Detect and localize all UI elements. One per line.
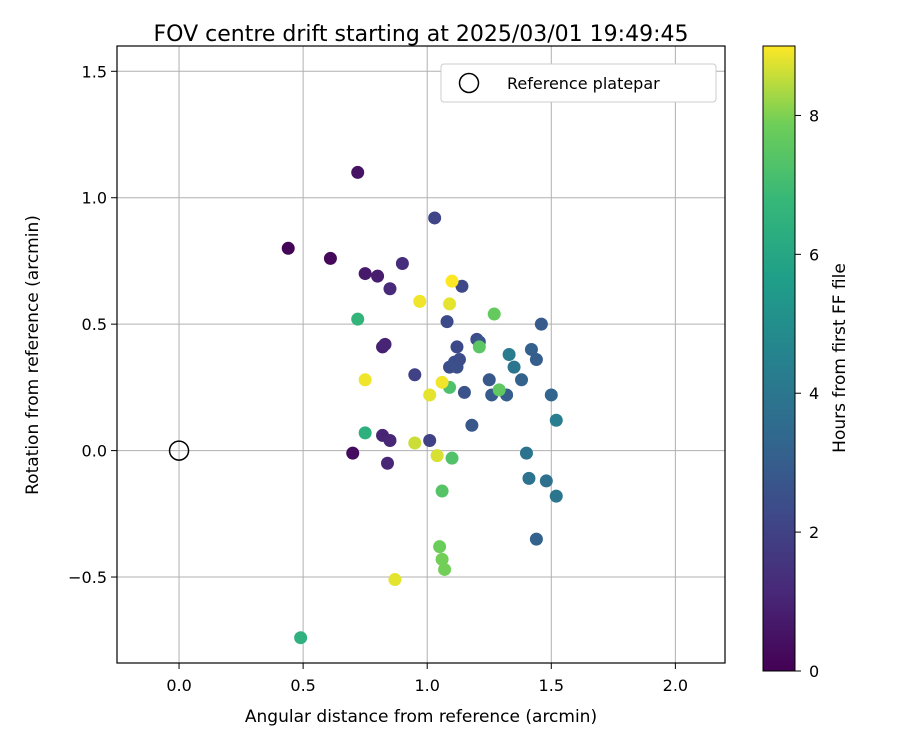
scatter-point <box>388 573 402 587</box>
scatter-point <box>544 388 558 402</box>
scatter-point <box>428 211 442 225</box>
scatter-point <box>433 540 447 554</box>
scatter-point <box>452 353 466 367</box>
scatter-point <box>440 315 454 329</box>
chart-title: FOV centre drift starting at 2025/03/01 … <box>154 22 689 47</box>
scatter-point <box>529 353 543 367</box>
scatter-point <box>430 449 444 463</box>
legend-label: Reference platepar <box>507 74 660 93</box>
colorbar-tick-label: 6 <box>809 245 819 264</box>
scatter-point <box>346 446 360 460</box>
scatter-point <box>457 385 471 399</box>
colorbar-tick-label: 2 <box>809 523 819 542</box>
scatter-point <box>515 373 529 387</box>
scatter-point <box>522 471 536 485</box>
scatter-point <box>358 373 372 387</box>
scatter-point <box>371 269 385 283</box>
scatter-point <box>534 317 548 331</box>
scatter-point <box>539 474 553 488</box>
scatter-point <box>380 456 394 470</box>
scatter-point <box>445 274 459 288</box>
colorbar-ticks: 0 2 4 6 8 <box>795 106 819 681</box>
scatter-point <box>423 433 437 447</box>
scatter-point <box>383 282 397 296</box>
scatter-point <box>455 279 469 293</box>
colorbar-tick-label: 4 <box>809 384 819 403</box>
scatter-point <box>443 297 457 311</box>
scatter-point <box>351 312 365 326</box>
scatter-point <box>358 426 372 440</box>
grid-lines <box>117 46 725 663</box>
data-points <box>281 165 563 645</box>
legend: Reference platepar <box>440 63 717 103</box>
x-axis-ticks: 0.0 0.5 1.0 1.5 2.0 <box>166 663 688 695</box>
scatter-point <box>323 251 337 265</box>
legend-reference-marker <box>458 72 480 94</box>
scatter-point <box>378 337 392 351</box>
scatter-point <box>413 294 427 308</box>
scatter-point <box>549 413 563 427</box>
legend-box <box>440 63 717 103</box>
scatter-point <box>435 375 449 389</box>
scatter-point <box>395 256 409 270</box>
colorbar-label: Hours from first FF file <box>830 263 850 453</box>
x-tick-label: 2.0 <box>663 676 688 695</box>
y-tick-label: 1.5 <box>82 62 107 81</box>
scatter-point <box>492 383 506 397</box>
colorbar: 0 2 4 6 8 Hours from first FF file <box>762 45 850 681</box>
scatter-point <box>529 532 543 546</box>
scatter-point <box>465 418 479 432</box>
scatter-point <box>445 451 459 465</box>
reference-marker <box>168 440 190 461</box>
scatter-point <box>519 446 533 460</box>
scatter-point <box>383 433 397 447</box>
scatter-point <box>438 562 452 576</box>
scatter-point <box>423 388 437 402</box>
scatter-point <box>435 484 449 498</box>
plot-frame <box>116 45 726 664</box>
colorbar-gradient <box>762 45 796 672</box>
scatter-point <box>487 307 501 321</box>
x-tick-label: 1.5 <box>539 676 564 695</box>
x-axis-label: Angular distance from reference (arcmin) <box>245 707 597 727</box>
scatter-point <box>549 489 563 503</box>
scatter-point <box>408 436 422 450</box>
scatter-point <box>281 241 295 255</box>
y-tick-label: 0.0 <box>82 442 107 461</box>
scatter-point <box>294 631 308 645</box>
scatter-point <box>502 348 516 361</box>
y-tick-label: 0.5 <box>82 315 107 334</box>
x-tick-label: 1.0 <box>414 676 439 695</box>
scatter-point <box>524 342 538 356</box>
scatter-point <box>351 165 365 179</box>
colorbar-tick-label: 8 <box>809 106 819 125</box>
y-tick-label: −0.5 <box>68 568 107 587</box>
colorbar-tick-label: 0 <box>809 662 819 681</box>
y-axis-ticks: −0.5 0.0 0.5 1.0 1.5 <box>68 62 117 587</box>
x-tick-label: 0.5 <box>290 676 315 695</box>
reference-platepar-point <box>168 440 190 461</box>
scatter-point <box>450 340 464 354</box>
scatter-point <box>482 373 496 387</box>
y-axis-label: Rotation from reference (arcmin) <box>23 215 43 495</box>
scatter-point <box>507 360 521 374</box>
y-tick-label: 1.0 <box>82 189 107 208</box>
scatter-point <box>408 368 422 382</box>
scatter-point <box>358 267 372 281</box>
scatter-point <box>435 552 449 566</box>
x-tick-label: 0.0 <box>166 676 191 695</box>
scatter-point <box>472 340 486 354</box>
